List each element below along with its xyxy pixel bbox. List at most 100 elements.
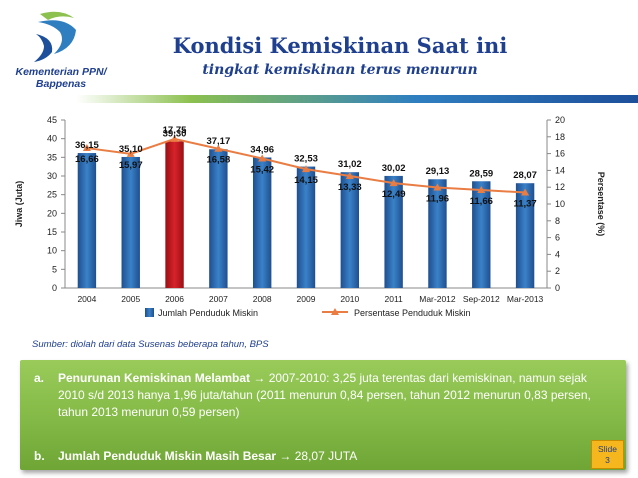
line-point [345, 172, 354, 180]
point-a-body: Penurunan Kemiskinan Melambat → 2007-201… [58, 370, 614, 421]
poverty-chart: 0 5 10 15 20 25 30 35 40 45 0 2 4 6 8 10 12 14 16 18 20 Jiwa … [14, 115, 606, 318]
arrow-right-icon: → [279, 449, 292, 463]
bar-value-label: 31,02 [338, 159, 362, 170]
y2-tick-label: 10 [555, 199, 565, 209]
line-value-label: 12,49 [382, 189, 406, 200]
bappenas-logo-icon [34, 11, 76, 62]
y2-axis-title: Persentase (%) [596, 172, 606, 237]
bar [121, 156, 140, 288]
y2-tick-label: 16 [555, 149, 565, 159]
x-tick-label: 2011 [384, 294, 403, 304]
source-note: Sumber: diolah dari data Susenas beberap… [32, 339, 269, 350]
line-value-label: 13,33 [338, 182, 362, 193]
y-tick-label: 15 [47, 227, 57, 237]
x-tick-label: 2008 [253, 294, 272, 304]
bar [209, 149, 228, 288]
bar-value-label: 29,13 [426, 166, 450, 177]
line-point [258, 154, 267, 162]
bar-value-label: 35,10 [119, 144, 143, 155]
line-value-label: 17,75 [163, 125, 187, 136]
x-tick-label: 2004 [77, 294, 96, 304]
x-tick-label: Mar-2012 [419, 294, 456, 304]
y2-tick-label: 0 [555, 283, 560, 293]
bar-value-label: 36,15 [75, 140, 99, 151]
line-value-label: 14,15 [294, 175, 318, 186]
legend-bar-swatch [145, 308, 154, 317]
line-point [521, 188, 530, 196]
point-a-prefix: a. [34, 371, 45, 385]
y-tick-label: 40 [47, 134, 57, 144]
y-tick-label: 30 [47, 171, 57, 181]
y2-tick-label: 12 [555, 182, 565, 192]
point-b-text: 28,07 JUTA [291, 449, 358, 463]
x-tick-label: 2006 [165, 294, 184, 304]
line-point [82, 144, 91, 152]
x-tick-label: 2007 [209, 294, 228, 304]
slide-label: Slide [598, 444, 617, 454]
line-point [214, 144, 223, 152]
summary-box: a. Penurunan Kemiskinan Melambat → 2007-… [20, 360, 626, 470]
y-tick-label: 5 [52, 264, 57, 274]
bar-value-label: 30,02 [382, 163, 406, 174]
bar-value-label: 28,59 [469, 168, 493, 179]
legend-line-marker [331, 308, 339, 315]
page-title: Kondisi Kemiskinan Saat ini [172, 33, 508, 58]
legend-line-label: Persentase Penduduk Miskin [354, 308, 471, 318]
y2-tick-label: 4 [555, 249, 560, 259]
arrow-right-icon: → [253, 371, 266, 385]
y-tick-label: 0 [52, 283, 57, 293]
slide-number: 3 [605, 455, 610, 465]
legend-bar-label: Jumlah Penduduk Miskin [158, 308, 258, 318]
y-tick-label: 35 [47, 152, 57, 162]
bar-value-label: 32,53 [294, 154, 318, 165]
line-value-label: 16,66 [75, 154, 99, 165]
line-point [126, 149, 135, 157]
point-a-text: 2007-2010: 3,25 juta terentas dari kemis… [58, 371, 591, 419]
header-stripe [0, 95, 638, 103]
bar [384, 175, 403, 288]
x-tick-label: Sep-2012 [463, 294, 500, 304]
bar [77, 153, 97, 288]
point-b: b. Jumlah Penduduk Miskin Masih Besar → … [34, 448, 594, 465]
bar-value-label: 28,07 [513, 170, 537, 181]
line-value-label: 11,37 [513, 198, 536, 209]
y2-tick-label: 14 [555, 165, 565, 175]
point-a-heading: Penurunan Kemiskinan Melambat [58, 371, 251, 385]
line-point [302, 165, 310, 173]
bar [252, 157, 272, 288]
line-point [477, 186, 486, 194]
y2-tick-label: 20 [555, 115, 565, 125]
line-value-label: 15,97 [119, 160, 143, 171]
x-tick-label: 2010 [340, 294, 359, 304]
bar [296, 166, 316, 288]
y2-tick-label: 6 [555, 233, 560, 243]
y2-tick-label: 18 [555, 132, 565, 142]
bar-value-label: 37,17 [206, 136, 230, 147]
bar [428, 179, 447, 288]
page-subtitle: tingkat kemiskinan terus menurun [202, 62, 478, 78]
line-value-label: 16,58 [206, 155, 230, 166]
point-b-prefix: b. [34, 449, 45, 463]
y-tick-label: 45 [47, 115, 57, 125]
bar [472, 181, 491, 288]
line-point [170, 134, 179, 142]
y2-tick-label: 8 [555, 216, 560, 226]
point-a: a. Penurunan Kemiskinan Melambat → 2007-… [34, 370, 614, 421]
x-tick-label: 2009 [297, 294, 316, 304]
line-point [389, 179, 398, 187]
x-tick-label: 2005 [121, 294, 140, 304]
x-tick-label: Mar-2013 [507, 294, 544, 304]
y-tick-label: 10 [47, 246, 57, 256]
line-value-label: 15,42 [250, 164, 274, 175]
slide-number-badge: Slide 3 [591, 440, 624, 469]
org-name: Kementerian PPN/ Bappenas [6, 66, 116, 90]
bar-value-label: 34,96 [250, 144, 274, 155]
org-name-line2: Bappenas [35, 78, 87, 90]
line-point [433, 183, 442, 191]
y-tick-label: 25 [47, 190, 57, 200]
point-b-heading: Jumlah Penduduk Miskin Masih Besar [58, 449, 277, 463]
bar [340, 172, 360, 288]
line-value-label: 11,96 [426, 194, 449, 205]
point-b-body: Jumlah Penduduk Miskin Masih Besar → 28,… [58, 448, 594, 465]
y2-tick-label: 2 [555, 266, 560, 276]
